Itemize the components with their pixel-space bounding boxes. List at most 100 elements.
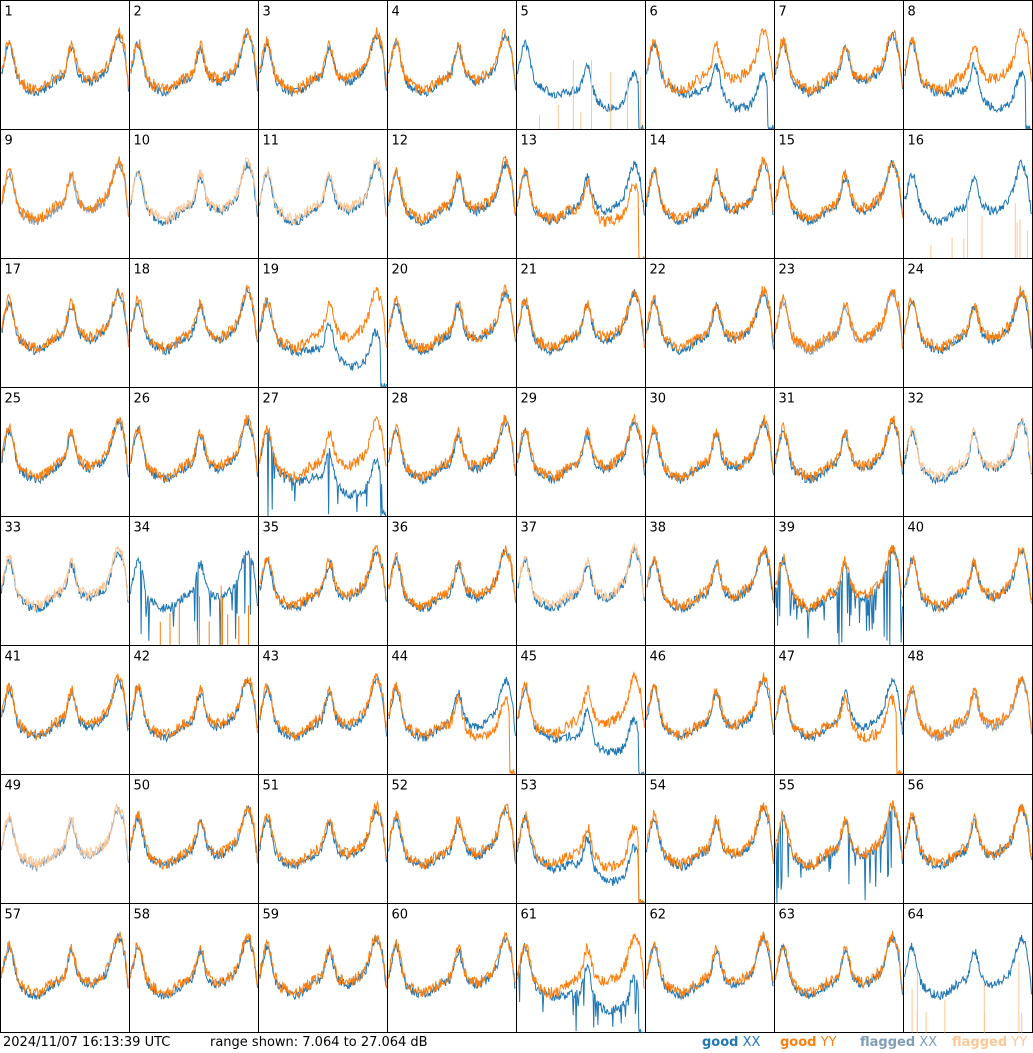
tile-plot-area <box>1 545 129 614</box>
trace-good-yy <box>775 159 903 224</box>
spectrum-tile-24: 24 <box>903 258 1033 388</box>
trace-good-xx <box>517 288 645 357</box>
trace-good-yy <box>775 29 903 96</box>
trace-good-yy <box>130 414 258 483</box>
tile-label: 52 <box>392 779 409 794</box>
tile-plot-area <box>1 416 129 485</box>
trace-good-yy <box>388 414 516 481</box>
tile-frame <box>129 0 259 130</box>
tile-label: 8 <box>908 5 916 20</box>
spectrum-tile-64: 64 <box>903 903 1033 1033</box>
tile-plot-area <box>517 414 645 485</box>
tile-plot-area <box>388 802 516 870</box>
tile-plot-area <box>259 544 387 612</box>
tile-plot-area <box>259 799 387 870</box>
tile-plot-area <box>130 676 258 743</box>
tile-label: 43 <box>263 650 280 665</box>
tile-plot-area <box>517 542 645 612</box>
trace-flagged-yy <box>517 542 645 610</box>
tile-label: 32 <box>908 392 925 407</box>
tile-plot-area <box>646 672 774 742</box>
trace-good-xx <box>259 429 387 517</box>
spectrum-tile-34: 34 <box>129 516 259 646</box>
tile-plot-area <box>388 545 516 613</box>
spectrum-tile-42: 42 <box>129 645 259 775</box>
tile-plot-area <box>388 28 516 98</box>
legend-flagged-xx-pol: XX <box>919 1035 938 1050</box>
spectrum-tile-55: 55 <box>774 774 904 904</box>
trace-good-yy <box>646 285 774 354</box>
spectrum-tile-61: 61 <box>516 903 646 1033</box>
tile-label: 42 <box>134 650 151 665</box>
footer-bar: 2024/11/07 16:13:39 UTC range shown: 7.0… <box>0 1033 1033 1053</box>
tile-label: 10 <box>134 134 151 149</box>
trace-good-xx <box>517 814 645 904</box>
tile-label: 20 <box>392 263 409 278</box>
tile-label: 31 <box>779 392 796 407</box>
trace-good-yy <box>646 156 774 225</box>
range-readout: range shown: 7.064 to 27.064 dB <box>210 1035 428 1050</box>
trace-good-yy <box>130 933 258 998</box>
spectrum-tile-48: 48 <box>903 645 1033 775</box>
spectrum-tile-40: 40 <box>903 516 1033 646</box>
trace-good-xx <box>775 159 903 226</box>
tile-frame <box>129 516 259 646</box>
tile-frame <box>516 774 646 904</box>
spectrum-tile-35: 35 <box>258 516 388 646</box>
spectrum-tile-30: 30 <box>645 387 775 517</box>
tile-plot-area <box>130 157 258 227</box>
tile-frame <box>645 129 775 259</box>
spectrum-tile-32: 32 <box>903 387 1033 517</box>
trace-good-yy <box>1 416 129 482</box>
tile-label: 12 <box>392 134 409 149</box>
tile-label: 15 <box>779 134 796 149</box>
tile-label: 39 <box>779 521 796 536</box>
trace-flagged-yy <box>1 803 129 870</box>
tile-plot-area <box>775 677 903 775</box>
tile-label: 5 <box>521 5 529 20</box>
tile-label: 35 <box>263 521 280 536</box>
tile-plot-area <box>646 156 774 226</box>
trace-good-yy <box>159 585 249 646</box>
tile-plot-area <box>388 155 516 227</box>
tile-plot-area <box>517 288 645 357</box>
tile-label: 24 <box>908 263 925 278</box>
tile-label: 14 <box>650 134 667 149</box>
tile-plot-area <box>517 160 645 259</box>
trace-good-xx <box>904 417 1032 485</box>
trace-good-yy <box>775 684 903 775</box>
spectrum-tile-16: 16 <box>903 129 1033 259</box>
trace-good-yy <box>130 284 258 354</box>
spectrum-tile-29: 29 <box>516 387 646 517</box>
tile-plot-area <box>259 415 387 517</box>
tile-plot-area <box>904 417 1032 485</box>
spectrum-tile-13: 13 <box>516 129 646 259</box>
tile-label: 38 <box>650 521 667 536</box>
spectrum-tile-15: 15 <box>774 129 904 259</box>
tile-plot-area <box>904 676 1032 742</box>
tile-label: 21 <box>521 263 538 278</box>
tile-frame <box>903 903 1033 1033</box>
tile-label: 50 <box>134 779 151 794</box>
spectrum-tile-6: 6 <box>645 0 775 130</box>
tile-plot-area <box>904 546 1032 614</box>
spectrum-tile-46: 46 <box>645 645 775 775</box>
trace-good-xx <box>130 550 258 646</box>
spectrum-tile-23: 23 <box>774 258 904 388</box>
tile-frame <box>0 645 130 775</box>
spectrum-tile-50: 50 <box>129 774 259 904</box>
tile-label: 26 <box>134 392 151 407</box>
tile-plot-area <box>775 800 903 903</box>
trace-good-yy <box>388 284 516 353</box>
trace-good-yy <box>517 167 645 259</box>
tile-label: 63 <box>779 908 796 923</box>
trace-good-yy <box>259 799 387 869</box>
tile-plot-area <box>646 545 774 614</box>
spectrum-tile-58: 58 <box>129 903 259 1033</box>
spectrum-tile-38: 38 <box>645 516 775 646</box>
tile-frame <box>0 129 130 259</box>
spectrum-tile-10: 10 <box>129 129 259 259</box>
tile-label: 64 <box>908 908 925 923</box>
tile-frame <box>774 645 904 775</box>
trace-good-xx <box>1 676 129 741</box>
